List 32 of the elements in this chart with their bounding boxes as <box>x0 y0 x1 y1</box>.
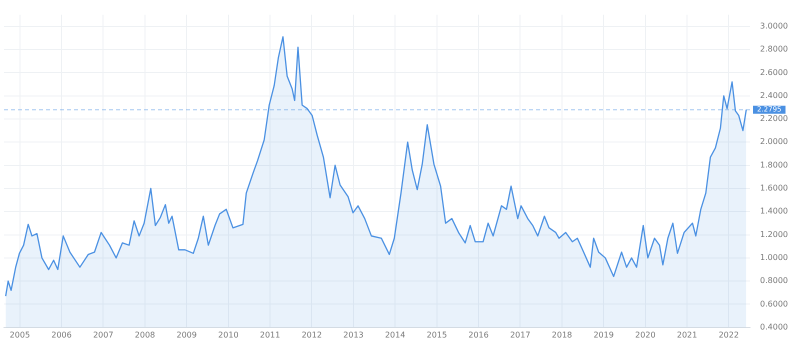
y-tick-label: 1.4000 <box>760 206 788 216</box>
x-tick-label: 2017 <box>510 330 530 340</box>
y-tick-label: 1.0000 <box>760 253 788 262</box>
y-tick-label: 0.8000 <box>760 276 788 286</box>
y-tick-label: 0.4000 <box>760 322 788 332</box>
x-tick-label: 2019 <box>593 330 614 340</box>
x-tick-label: 2010 <box>218 330 239 340</box>
y-tick-label: 2.8000 <box>760 44 788 54</box>
y-tick-label: 3.0000 <box>760 21 788 30</box>
x-tick-label: 2012 <box>302 330 322 340</box>
x-tick-label: 2021 <box>676 330 698 340</box>
x-tick-label: 2015 <box>426 330 448 340</box>
x-tick-label: 2018 <box>552 330 572 340</box>
y-tick-label: 2.2000 <box>760 114 788 124</box>
y-tick-label: 1.8000 <box>760 160 788 170</box>
x-tick-label: 2014 <box>384 330 406 340</box>
y-tick-label: 2.0000 <box>760 137 788 146</box>
y-tick-label: 2.6000 <box>760 68 788 77</box>
x-tick-label: 2016 <box>468 330 489 340</box>
x-tick-label: 2008 <box>134 330 156 340</box>
y-tick-label: 2.4000 <box>760 90 788 100</box>
y-tick-label: 0.6000 <box>760 299 788 308</box>
x-tick-label: 2011 <box>260 330 280 340</box>
x-tick-label: 2022 <box>718 330 739 340</box>
x-tick-label: 2006 <box>51 330 72 340</box>
x-tick-label: 2007 <box>93 330 114 340</box>
x-tick-label: 2020 <box>635 330 656 340</box>
y-tick-label: 1.6000 <box>760 184 788 193</box>
x-tick-label: 2009 <box>176 330 197 340</box>
y-tick-label: 1.2000 <box>760 230 788 239</box>
x-tick-label: 2013 <box>343 330 364 340</box>
x-tick-label: 2005 <box>10 330 30 340</box>
